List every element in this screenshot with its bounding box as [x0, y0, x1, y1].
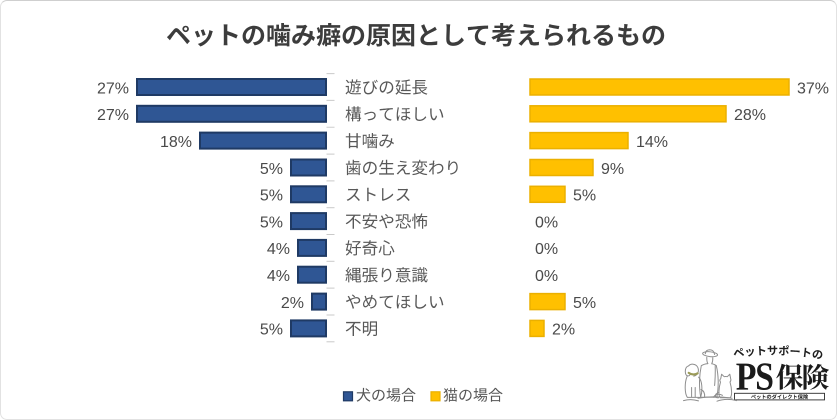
svg-text:28%: 28% [734, 107, 766, 124]
svg-text:2%: 2% [552, 322, 575, 339]
svg-text:2%: 2% [281, 295, 304, 312]
svg-text:4%: 4% [267, 241, 290, 258]
svg-text:5%: 5% [260, 322, 283, 339]
svg-text:0%: 0% [535, 268, 558, 285]
svg-text:0%: 0% [535, 214, 558, 231]
svg-text:0%: 0% [535, 241, 558, 258]
svg-text:5%: 5% [573, 295, 596, 312]
svg-text:14%: 14% [636, 134, 668, 151]
svg-text:4%: 4% [267, 268, 290, 285]
svg-text:18%: 18% [160, 134, 192, 151]
svg-text:37%: 37% [797, 80, 829, 97]
svg-text:27%: 27% [97, 80, 129, 97]
svg-text:5%: 5% [260, 161, 283, 178]
svg-text:5%: 5% [573, 188, 596, 205]
svg-text:27%: 27% [97, 107, 129, 124]
svg-text:5%: 5% [260, 188, 283, 205]
svg-text:9%: 9% [601, 161, 624, 178]
svg-text:5%: 5% [260, 214, 283, 231]
